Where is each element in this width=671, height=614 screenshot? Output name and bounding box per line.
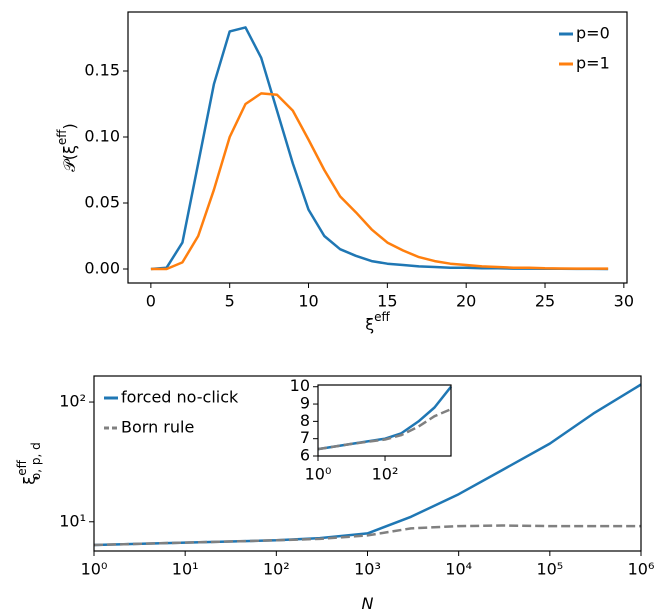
plot-frame xyxy=(93,375,642,552)
axis-label-part: eff xyxy=(374,310,390,324)
axis-label-part: ξ xyxy=(365,315,374,334)
y-tick-label: 0.15 xyxy=(84,61,120,80)
axis-label: 𝒫(ξeff) xyxy=(55,123,79,172)
y-tick-label: 10¹ xyxy=(59,511,86,530)
axis-label-part: ) xyxy=(60,123,79,129)
series-line xyxy=(317,408,452,451)
axis-label-part: eff xyxy=(15,459,29,475)
axis-label: N xyxy=(362,594,374,613)
legend-label: forced no-click xyxy=(121,388,239,407)
legend-label: p=1 xyxy=(576,54,610,73)
x-tick-label: 10⁴ xyxy=(445,560,472,579)
y-tick-label: 10² xyxy=(59,392,86,411)
axis-label-part: ξ xyxy=(20,476,39,485)
y-tick-label: 0.00 xyxy=(84,259,120,278)
x-tick-label: 10¹ xyxy=(172,560,199,579)
x-tick-label: 20 xyxy=(456,292,476,311)
x-tick-label: 5 xyxy=(225,292,235,311)
axis-label-part: eff xyxy=(55,129,69,145)
x-tick-label: 10⁰ xyxy=(81,560,108,579)
x-tick-label: 30 xyxy=(614,292,634,311)
x-tick-label: 0 xyxy=(146,292,156,311)
y-tick-label: 10 xyxy=(290,376,310,395)
y-tick-label: 0.05 xyxy=(84,193,120,212)
x-tick-label: 10³ xyxy=(354,560,381,579)
plot-frame xyxy=(127,11,628,284)
axis-label: ξeffo, p, d xyxy=(15,442,43,484)
x-tick-label: 10 xyxy=(298,292,318,311)
x-tick-label: 10² xyxy=(372,465,399,484)
y-tick-label: 8 xyxy=(300,411,310,430)
series-line xyxy=(93,524,641,547)
y-tick-label: 7 xyxy=(300,428,310,447)
x-tick-label: 10⁵ xyxy=(536,560,563,579)
y-tick-label: 6 xyxy=(300,446,310,465)
axis-label: ξeff xyxy=(365,310,390,334)
plot-area xyxy=(128,12,627,283)
axis-label-part: N xyxy=(362,594,374,613)
x-tick-label: 15 xyxy=(377,292,397,311)
y-tick-label: 0.10 xyxy=(84,127,120,146)
axis-label-part: 𝒫(ξ xyxy=(60,145,79,172)
x-tick-label: 10⁰ xyxy=(305,465,332,484)
x-tick-label: 25 xyxy=(535,292,555,311)
legend-label: p=0 xyxy=(576,24,610,43)
plot-area xyxy=(318,385,451,456)
plot-frame xyxy=(317,384,452,457)
x-tick-label: 10² xyxy=(263,560,290,579)
legend-label: Born rule xyxy=(121,418,194,437)
series-line xyxy=(150,92,609,271)
y-tick-label: 9 xyxy=(300,394,310,413)
x-tick-label: 10⁶ xyxy=(628,560,655,579)
axis-label-part: o, p, d xyxy=(29,442,43,480)
